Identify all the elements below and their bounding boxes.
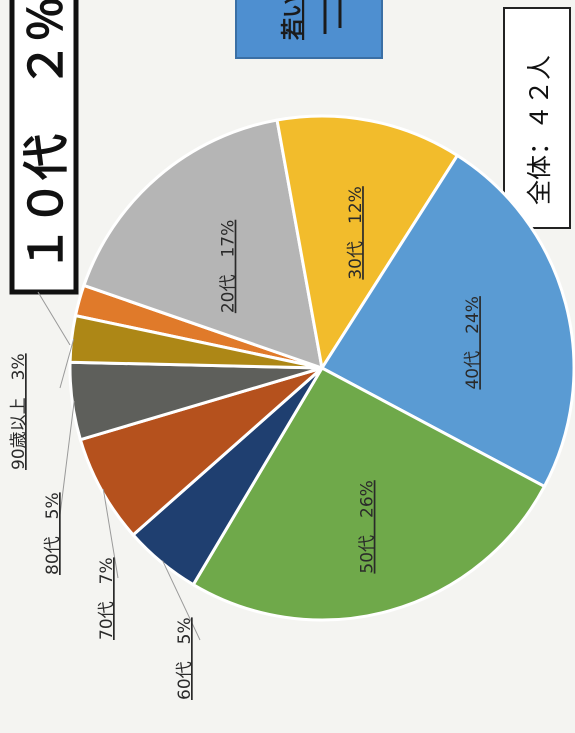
total-label: 全体：４２人 [525,55,554,205]
pie-slice [82,118,324,371]
total-box: 全体：４２人 [503,7,571,229]
pie-slices [68,114,575,622]
slice-label: 30代 12% [346,186,366,279]
slice-label: 50代 26% [358,480,378,573]
big-label-box: １０代 ２％ [9,0,79,295]
slice-label: 20代 17% [219,220,239,313]
slice-label: 80代 5% [43,492,63,575]
leader-line [37,291,71,346]
leader-line [162,560,201,641]
slice-label: 90歳以上 3% [9,353,29,470]
pie-slice [68,313,323,370]
pie-slice [319,153,575,489]
slice-label: 40代 24% [463,296,483,389]
slice-label: 60代 5% [175,617,195,700]
leader-line [102,489,119,579]
blue-note-box: 若い [235,0,383,59]
pie-slice [78,366,323,537]
pie-slice [275,114,460,373]
slice-label: 70代 7% [97,557,117,640]
pie-slice [191,366,547,622]
leader-lines [37,291,201,641]
blue-note-text: 若い [280,0,306,40]
big-label: １０代 ２％ [19,0,73,272]
leader-line [59,401,75,516]
leader-line [59,338,75,389]
slice-labels: 20代 17% 30代 12% 40代 24% 50代 26% 60代 5% 70代 7%… [9,186,483,700]
